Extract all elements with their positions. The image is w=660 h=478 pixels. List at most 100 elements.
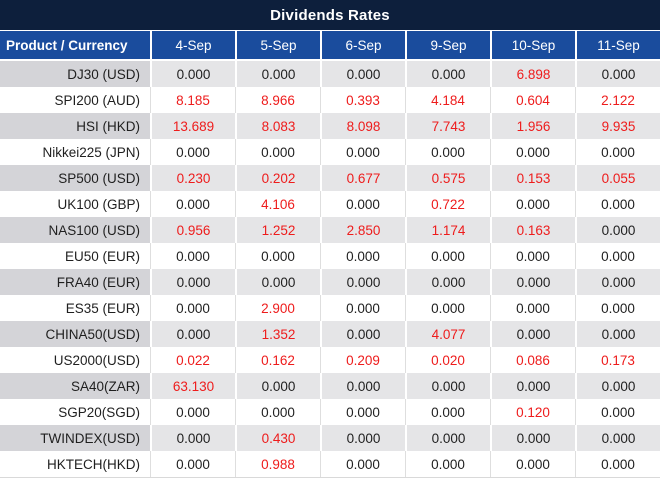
value-cell: 0.430 — [235, 425, 320, 451]
table-row: NAS100 (USD) 0.956 1.252 2.850 1.174 0.163 0.0… — [0, 217, 660, 243]
value-cell: 0.000 — [235, 139, 320, 165]
value-cell: 0.202 — [235, 165, 320, 191]
product-cell: NAS100 (USD) — [0, 217, 150, 243]
value-cell: 0.000 — [405, 399, 490, 425]
value-cell: 0.055 — [575, 165, 660, 191]
value-cell: 0.000 — [490, 191, 575, 217]
value-cell: 0.162 — [235, 347, 320, 373]
value-cell: 1.174 — [405, 217, 490, 243]
value-cell: 8.185 — [150, 87, 235, 113]
product-cell: ES35 (EUR) — [0, 295, 150, 321]
value-cell: 0.086 — [490, 347, 575, 373]
product-cell: SA40(ZAR) — [0, 373, 150, 399]
value-cell: 4.106 — [235, 191, 320, 217]
value-cell: 0.393 — [320, 87, 405, 113]
value-cell: 0.173 — [575, 347, 660, 373]
table-row: FRA40 (EUR) 0.000 0.000 0.000 0.000 0.000 0.00… — [0, 269, 660, 295]
value-cell: 0.000 — [320, 191, 405, 217]
value-cell: 0.000 — [150, 425, 235, 451]
value-cell: 9.935 — [575, 113, 660, 139]
column-header-date: 6-Sep — [320, 31, 405, 59]
value-cell: 0.153 — [490, 165, 575, 191]
value-cell: 0.000 — [150, 191, 235, 217]
value-cell: 0.000 — [150, 295, 235, 321]
value-cell: 0.000 — [150, 321, 235, 347]
column-header-date: 9-Sep — [405, 31, 490, 59]
column-header-date: 11-Sep — [575, 31, 660, 59]
value-cell: 6.898 — [490, 61, 575, 87]
value-cell: 0.000 — [320, 243, 405, 269]
value-cell: 0.000 — [320, 373, 405, 399]
value-cell: 0.000 — [575, 139, 660, 165]
value-cell: 0.209 — [320, 347, 405, 373]
value-cell: 0.000 — [575, 191, 660, 217]
value-cell: 0.000 — [575, 269, 660, 295]
value-cell: 0.000 — [320, 399, 405, 425]
product-cell: DJ30 (USD) — [0, 61, 150, 87]
column-header-row: Product / Currency 4-Sep 5-Sep 6-Sep 9-Sep 1… — [0, 31, 660, 61]
column-header-date: 5-Sep — [235, 31, 320, 59]
value-cell: 1.956 — [490, 113, 575, 139]
value-cell: 1.252 — [235, 217, 320, 243]
value-cell: 0.000 — [320, 269, 405, 295]
value-cell: 0.000 — [405, 61, 490, 87]
product-cell: TWINDEX(USD) — [0, 425, 150, 451]
table-row: Nikkei225 (JPN) 0.000 0.000 0.000 0.000 0.000… — [0, 139, 660, 165]
table-row: DJ30 (USD) 0.000 0.000 0.000 0.000 6.898 0.000 — [0, 61, 660, 87]
table-row: UK100 (GBP) 0.000 4.106 0.000 0.722 0.000 0.00… — [0, 191, 660, 217]
value-cell: 0.000 — [575, 321, 660, 347]
table-row: US2000(USD) 0.022 0.162 0.209 0.020 0.086 0.17… — [0, 347, 660, 373]
value-cell: 0.000 — [575, 243, 660, 269]
product-cell: UK100 (GBP) — [0, 191, 150, 217]
value-cell: 0.000 — [575, 399, 660, 425]
column-header-date: 4-Sep — [150, 31, 235, 59]
value-cell: 0.604 — [490, 87, 575, 113]
product-cell: FRA40 (EUR) — [0, 269, 150, 295]
value-cell: 0.000 — [405, 243, 490, 269]
value-cell: 13.689 — [150, 113, 235, 139]
value-cell: 0.000 — [150, 139, 235, 165]
value-cell: 0.000 — [575, 451, 660, 477]
product-cell: Nikkei225 (JPN) — [0, 139, 150, 165]
value-cell: 0.230 — [150, 165, 235, 191]
product-cell: SPI200 (AUD) — [0, 87, 150, 113]
value-cell: 0.988 — [235, 451, 320, 477]
value-cell: 0.677 — [320, 165, 405, 191]
value-cell: 0.000 — [150, 61, 235, 87]
value-cell: 0.000 — [405, 425, 490, 451]
product-cell: SP500 (USD) — [0, 165, 150, 191]
table-row: HSI (HKD) 13.689 8.083 8.098 7.743 1.956 9.935 — [0, 113, 660, 139]
value-cell: 0.000 — [575, 425, 660, 451]
value-cell: 0.575 — [405, 165, 490, 191]
table-row: ES35 (EUR) 0.000 2.900 0.000 0.000 0.000 0.000 — [0, 295, 660, 321]
product-cell: CHINA50(USD) — [0, 321, 150, 347]
table-row: HKTECH(HKD) 0.000 0.988 0.000 0.000 0.000 0.00… — [0, 451, 660, 477]
value-cell: 0.000 — [490, 451, 575, 477]
value-cell: 0.000 — [405, 139, 490, 165]
value-cell: 8.083 — [235, 113, 320, 139]
value-cell: 0.000 — [490, 321, 575, 347]
value-cell: 0.000 — [490, 373, 575, 399]
value-cell: 0.000 — [235, 373, 320, 399]
table-row: SA40(ZAR) 63.130 0.000 0.000 0.000 0.000 0.000 — [0, 373, 660, 399]
value-cell: 0.956 — [150, 217, 235, 243]
value-cell: 0.000 — [490, 269, 575, 295]
value-cell: 0.000 — [320, 425, 405, 451]
value-cell: 0.000 — [490, 139, 575, 165]
table-title: Dividends Rates — [0, 0, 660, 31]
value-cell: 0.000 — [575, 373, 660, 399]
value-cell: 0.000 — [235, 61, 320, 87]
product-cell: HKTECH(HKD) — [0, 451, 150, 477]
value-cell: 2.900 — [235, 295, 320, 321]
value-cell: 7.743 — [405, 113, 490, 139]
value-cell: 2.122 — [575, 87, 660, 113]
value-cell: 0.163 — [490, 217, 575, 243]
value-cell: 0.000 — [405, 295, 490, 321]
value-cell: 0.000 — [235, 399, 320, 425]
value-cell: 1.352 — [235, 321, 320, 347]
value-cell: 0.000 — [150, 399, 235, 425]
product-cell: EU50 (EUR) — [0, 243, 150, 269]
value-cell: 0.000 — [235, 243, 320, 269]
table-row: SP500 (USD) 0.230 0.202 0.677 0.575 0.153 0.05… — [0, 165, 660, 191]
value-cell: 0.000 — [320, 295, 405, 321]
